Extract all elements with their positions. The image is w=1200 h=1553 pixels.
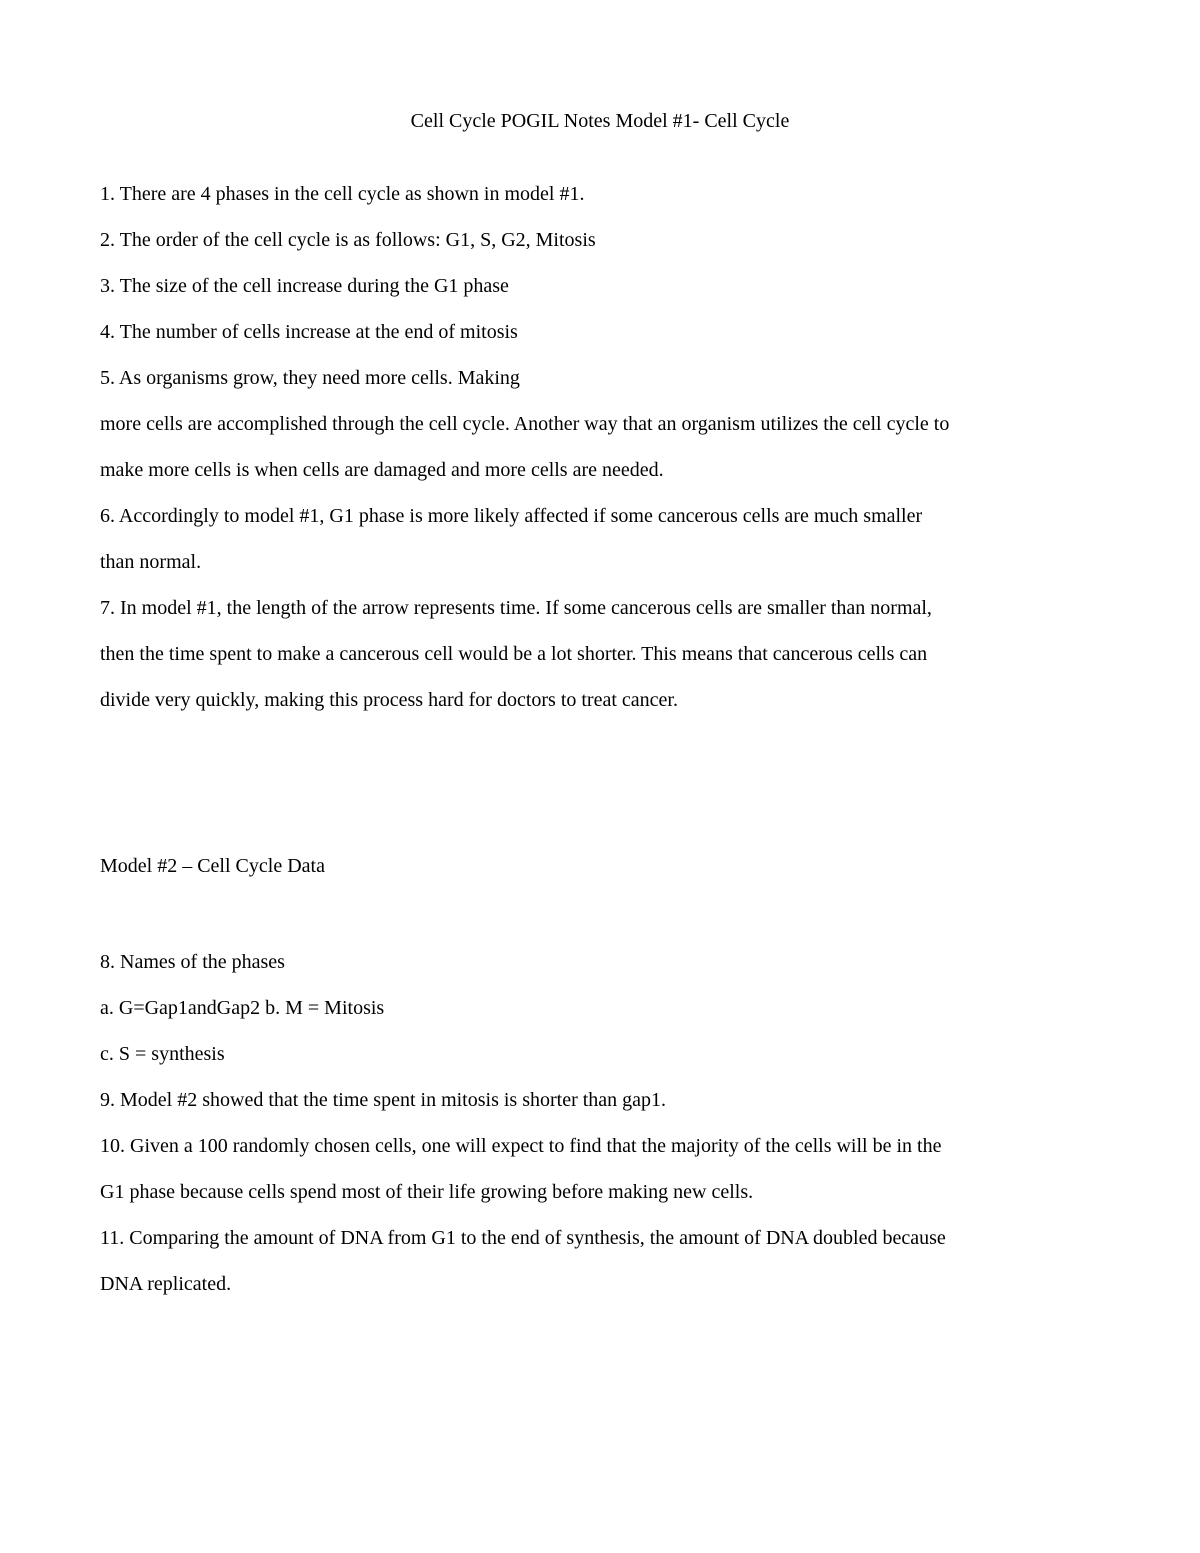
note-line-9: 9. Model #2 showed that the time spent i… [100,1077,1100,1123]
subsection-gap [100,889,1100,939]
note-line-4: 4. The number of cells increase at the e… [100,309,1100,355]
note-line-5c: make more cells is when cells are damage… [100,447,1100,493]
section-gap [100,723,1100,843]
note-line-5b: more cells are accomplished through the … [100,401,1100,447]
note-line-10: 10. Given a 100 randomly chosen cells, o… [100,1123,1100,1169]
note-line-8a: a. G=Gap1andGap2 b. M = Mitosis [100,985,1100,1031]
note-line-11: 11. Comparing the amount of DNA from G1 … [100,1215,1100,1261]
note-line-7: 7. In model #1, the length of the arrow … [100,585,1100,631]
note-line-8c: c. S = synthesis [100,1031,1100,1077]
note-line-5: 5. As organisms grow, they need more cel… [100,355,1100,401]
note-line-1: 1. There are 4 phases in the cell cycle … [100,171,1100,217]
document-page: Cell Cycle POGIL Notes Model #1- Cell Cy… [0,0,1200,1553]
note-line-7b: then the time spent to make a cancerous … [100,631,1100,677]
document-title: Cell Cycle POGIL Notes Model #1- Cell Cy… [100,110,1100,133]
note-line-3: 3. The size of the cell increase during … [100,263,1100,309]
note-line-8: 8. Names of the phases [100,939,1100,985]
note-line-7c: divide very quickly, making this process… [100,677,1100,723]
note-line-10b: G1 phase because cells spend most of the… [100,1169,1100,1215]
note-line-6: 6. Accordingly to model #1, G1 phase is … [100,493,1100,539]
model2-heading: Model #2 – Cell Cycle Data [100,843,1100,889]
note-line-11b: DNA replicated. [100,1261,1100,1307]
note-line-2: 2. The order of the cell cycle is as fol… [100,217,1100,263]
note-line-6b: than normal. [100,539,1100,585]
